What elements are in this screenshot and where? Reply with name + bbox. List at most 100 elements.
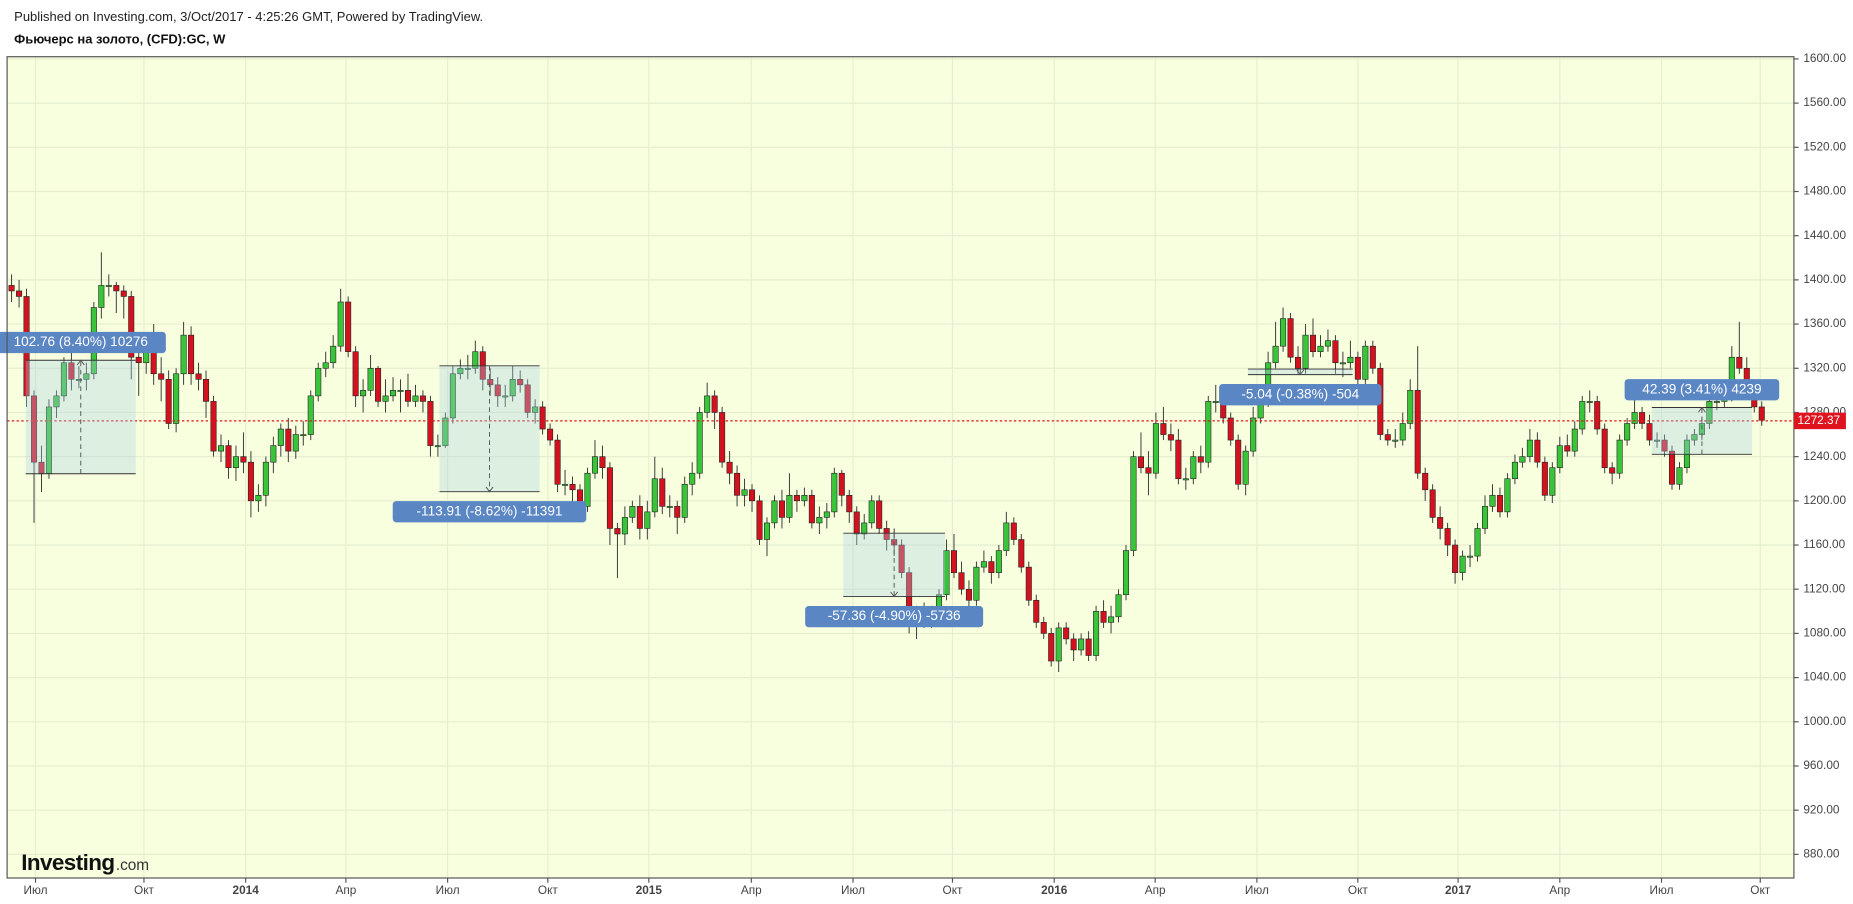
candle-body <box>217 445 225 452</box>
candle-body <box>188 334 195 375</box>
candle-body <box>1631 412 1638 424</box>
candle-body <box>1362 345 1369 380</box>
candle-body <box>165 379 172 424</box>
published-note: Published on Investing.com, 3/Oct/2017 -… <box>14 9 483 24</box>
candle-body <box>853 511 860 535</box>
y-tick-label: 1440.00 <box>1803 228 1846 242</box>
measure-label-box <box>1219 384 1382 406</box>
candle-body <box>1534 439 1541 463</box>
candle-body <box>1130 456 1137 551</box>
candle-body <box>203 379 210 402</box>
candle-body <box>763 522 771 540</box>
measure-arrowhead <box>890 591 899 598</box>
x-tick-label: Окт <box>943 883 963 897</box>
candle-body <box>1175 439 1182 480</box>
candle-body <box>943 550 950 596</box>
y-tick-label: 1240.00 <box>1803 449 1846 463</box>
x-tick-label: Апр <box>1549 883 1570 897</box>
candle-body <box>472 351 479 369</box>
last-price-badge <box>1793 412 1846 430</box>
candle-body <box>360 390 367 397</box>
y-tick-label: 1360.00 <box>1803 316 1846 330</box>
candle-body <box>487 379 494 386</box>
candle-body <box>988 561 995 573</box>
candle-body <box>322 362 329 369</box>
candle-body <box>1003 522 1010 551</box>
candle-body <box>1317 345 1324 352</box>
x-tick-label: Июл <box>24 883 48 897</box>
x-tick-label: Июл <box>1650 883 1674 897</box>
candle-body <box>778 500 785 518</box>
candle-body <box>1482 506 1489 529</box>
candle-body <box>1033 599 1040 623</box>
candle-body <box>808 495 815 524</box>
candle-body <box>1093 611 1100 656</box>
candle-body <box>1452 544 1459 573</box>
candle-body <box>1354 356 1361 380</box>
candle-body <box>831 472 838 513</box>
candle-body <box>382 395 389 402</box>
candle-body <box>1661 439 1668 452</box>
candle-body <box>1302 334 1309 369</box>
candle-body <box>1070 638 1077 651</box>
candle-body <box>1085 638 1092 656</box>
candle-body <box>502 395 509 398</box>
candle-body <box>1407 390 1414 424</box>
y-tick-label: 1480.00 <box>1803 184 1846 198</box>
candle-body <box>965 588 972 601</box>
candle-body <box>1646 423 1653 441</box>
candle-body <box>741 489 748 496</box>
plot-border <box>6 56 1795 879</box>
candle-body <box>1444 528 1451 546</box>
candle-body <box>1324 340 1331 347</box>
candle-body <box>823 511 830 518</box>
candle-body <box>547 428 554 441</box>
candle-body <box>1392 439 1399 442</box>
candle-body <box>390 390 397 397</box>
candles <box>7 252 1794 673</box>
candle-body <box>1048 633 1055 662</box>
grid <box>7 56 1794 879</box>
candle-body <box>1609 467 1616 474</box>
x-tick-label: Окт <box>1348 883 1368 897</box>
candle-body <box>509 379 516 397</box>
candle-body <box>599 456 606 468</box>
x-tick-label: Окт <box>538 883 558 897</box>
candle-body <box>1713 401 1720 403</box>
candle-body <box>973 566 980 601</box>
candle-body <box>158 373 165 380</box>
candle-body <box>1639 412 1646 424</box>
candle-body <box>1571 428 1578 452</box>
candle-body <box>1399 423 1406 441</box>
candle-body <box>367 367 374 391</box>
x-tick-label: Апр <box>1145 883 1166 897</box>
candle-body <box>659 478 666 507</box>
y-tick-label: 920.00 <box>1803 802 1840 816</box>
candle-body <box>494 384 501 397</box>
candle-body <box>1691 434 1698 441</box>
candle-body <box>300 434 307 437</box>
y-tick-label: 1520.00 <box>1803 139 1846 153</box>
candle-body <box>898 544 905 573</box>
candle-body <box>1242 450 1249 485</box>
candle-body <box>307 395 314 435</box>
measure-label: -5.04 (-0.38%) -504 <box>1241 386 1359 401</box>
candle-body <box>1496 495 1503 513</box>
x-tick-label: 2015 <box>636 883 663 897</box>
candle-body <box>861 522 868 535</box>
candle-body <box>404 390 411 402</box>
y-tick-label: 1120.00 <box>1803 581 1845 595</box>
measure-label: 42.39 (3.41%) 4239 <box>1642 381 1761 396</box>
candle-body <box>517 379 524 386</box>
candle-body <box>1541 461 1548 496</box>
candle-body <box>1190 456 1197 480</box>
candle-body <box>195 373 202 380</box>
candle-body <box>315 367 322 397</box>
candle-body <box>105 285 112 287</box>
candle-body <box>247 461 254 502</box>
candle-body <box>262 461 269 496</box>
measure-label: 102.76 (8.40%) 10276 <box>14 334 148 349</box>
candle-body <box>345 301 352 352</box>
y-tick-label: 1160.00 <box>1803 537 1845 551</box>
candle-body <box>1556 445 1563 468</box>
